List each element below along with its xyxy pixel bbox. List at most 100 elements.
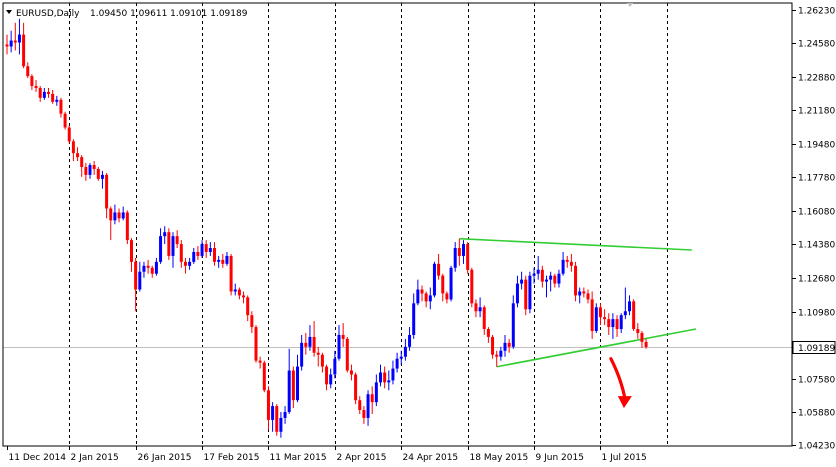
candle[interactable]	[470, 267, 474, 308]
candle[interactable]	[246, 295, 250, 322]
candle[interactable]	[159, 228, 163, 264]
candle[interactable]	[275, 404, 279, 436]
candle[interactable]	[67, 125, 71, 144]
candle[interactable]	[349, 364, 353, 381]
candle[interactable]	[196, 246, 200, 260]
candle[interactable]	[5, 34, 9, 55]
candle[interactable]	[557, 269, 561, 288]
candle[interactable]	[154, 257, 158, 276]
candle[interactable]	[582, 287, 586, 298]
candle[interactable]	[47, 87, 50, 98]
candle[interactable]	[545, 275, 548, 298]
candle[interactable]	[266, 386, 270, 430]
candle[interactable]	[179, 240, 183, 268]
candle[interactable]	[578, 287, 582, 304]
candle[interactable]	[366, 390, 370, 426]
candle[interactable]	[188, 257, 192, 270]
candle[interactable]	[300, 334, 304, 371]
candle[interactable]	[474, 299, 478, 318]
candle[interactable]	[486, 327, 490, 343]
resistance-trendline[interactable]	[459, 237, 692, 251]
candle[interactable]	[598, 303, 602, 326]
candle[interactable]	[466, 242, 470, 274]
candle[interactable]	[453, 242, 457, 272]
candle[interactable]	[457, 238, 461, 266]
candle[interactable]	[208, 242, 212, 256]
candle[interactable]	[13, 22, 17, 51]
candle[interactable]	[109, 206, 113, 241]
candle[interactable]	[51, 89, 55, 104]
candle[interactable]	[374, 374, 378, 407]
candle[interactable]	[412, 293, 416, 339]
candle[interactable]	[229, 253, 233, 296]
candle[interactable]	[362, 406, 366, 424]
symbol-dropdown-icon[interactable]	[6, 10, 12, 14]
candle[interactable]	[71, 139, 75, 162]
candle[interactable]	[192, 248, 196, 264]
candle[interactable]	[478, 297, 482, 318]
candle[interactable]	[134, 257, 138, 312]
candle[interactable]	[603, 309, 607, 326]
candle[interactable]	[55, 95, 59, 106]
candle[interactable]	[113, 204, 117, 225]
candle[interactable]	[125, 210, 129, 245]
candle[interactable]	[528, 271, 532, 314]
candle[interactable]	[100, 170, 104, 189]
candle[interactable]	[142, 261, 146, 278]
candle[interactable]	[296, 354, 299, 403]
candle[interactable]	[524, 275, 528, 316]
candle[interactable]	[424, 291, 428, 308]
candle[interactable]	[96, 167, 100, 181]
candle[interactable]	[569, 253, 573, 272]
candle[interactable]	[30, 74, 34, 90]
candle[interactable]	[449, 265, 453, 302]
candle[interactable]	[167, 228, 171, 260]
candle[interactable]	[271, 402, 275, 432]
candle[interactable]	[146, 259, 150, 274]
candle[interactable]	[345, 336, 349, 373]
candle[interactable]	[586, 289, 590, 304]
candle[interactable]	[22, 22, 26, 69]
candle[interactable]	[536, 255, 540, 280]
candle[interactable]	[80, 155, 84, 177]
candle[interactable]	[59, 97, 63, 118]
candle[interactable]	[92, 161, 96, 175]
candle[interactable]	[225, 251, 229, 266]
candle[interactable]	[88, 163, 92, 179]
candle[interactable]	[213, 242, 216, 266]
candle[interactable]	[420, 285, 424, 302]
chart-shift-marker-icon[interactable]	[627, 3, 633, 7]
candle[interactable]	[408, 327, 412, 351]
candle[interactable]	[619, 313, 623, 333]
candle[interactable]	[150, 265, 154, 278]
candle[interactable]	[507, 338, 511, 353]
candle[interactable]	[329, 368, 333, 389]
candle[interactable]	[354, 372, 358, 405]
candle[interactable]	[171, 232, 175, 268]
candle[interactable]	[279, 412, 283, 438]
candle[interactable]	[250, 311, 254, 333]
candle[interactable]	[17, 18, 21, 55]
candle[interactable]	[42, 87, 46, 100]
candle[interactable]	[325, 364, 329, 391]
candle[interactable]	[574, 261, 578, 302]
candle[interactable]	[316, 346, 320, 367]
candle[interactable]	[358, 396, 362, 414]
candle[interactable]	[63, 111, 67, 130]
candle[interactable]	[370, 386, 374, 414]
candle[interactable]	[503, 334, 507, 357]
candle[interactable]	[553, 273, 557, 288]
candle[interactable]	[308, 325, 312, 351]
candle[interactable]	[254, 325, 258, 363]
candle[interactable]	[237, 287, 241, 300]
candle[interactable]	[565, 255, 569, 268]
candle[interactable]	[26, 62, 30, 79]
candle[interactable]	[242, 291, 246, 304]
candle[interactable]	[217, 255, 221, 268]
candle[interactable]	[441, 273, 445, 302]
candle[interactable]	[540, 265, 544, 288]
candle[interactable]	[416, 279, 420, 306]
candle[interactable]	[432, 261, 436, 298]
candle[interactable]	[644, 338, 648, 349]
candle[interactable]	[387, 370, 391, 391]
